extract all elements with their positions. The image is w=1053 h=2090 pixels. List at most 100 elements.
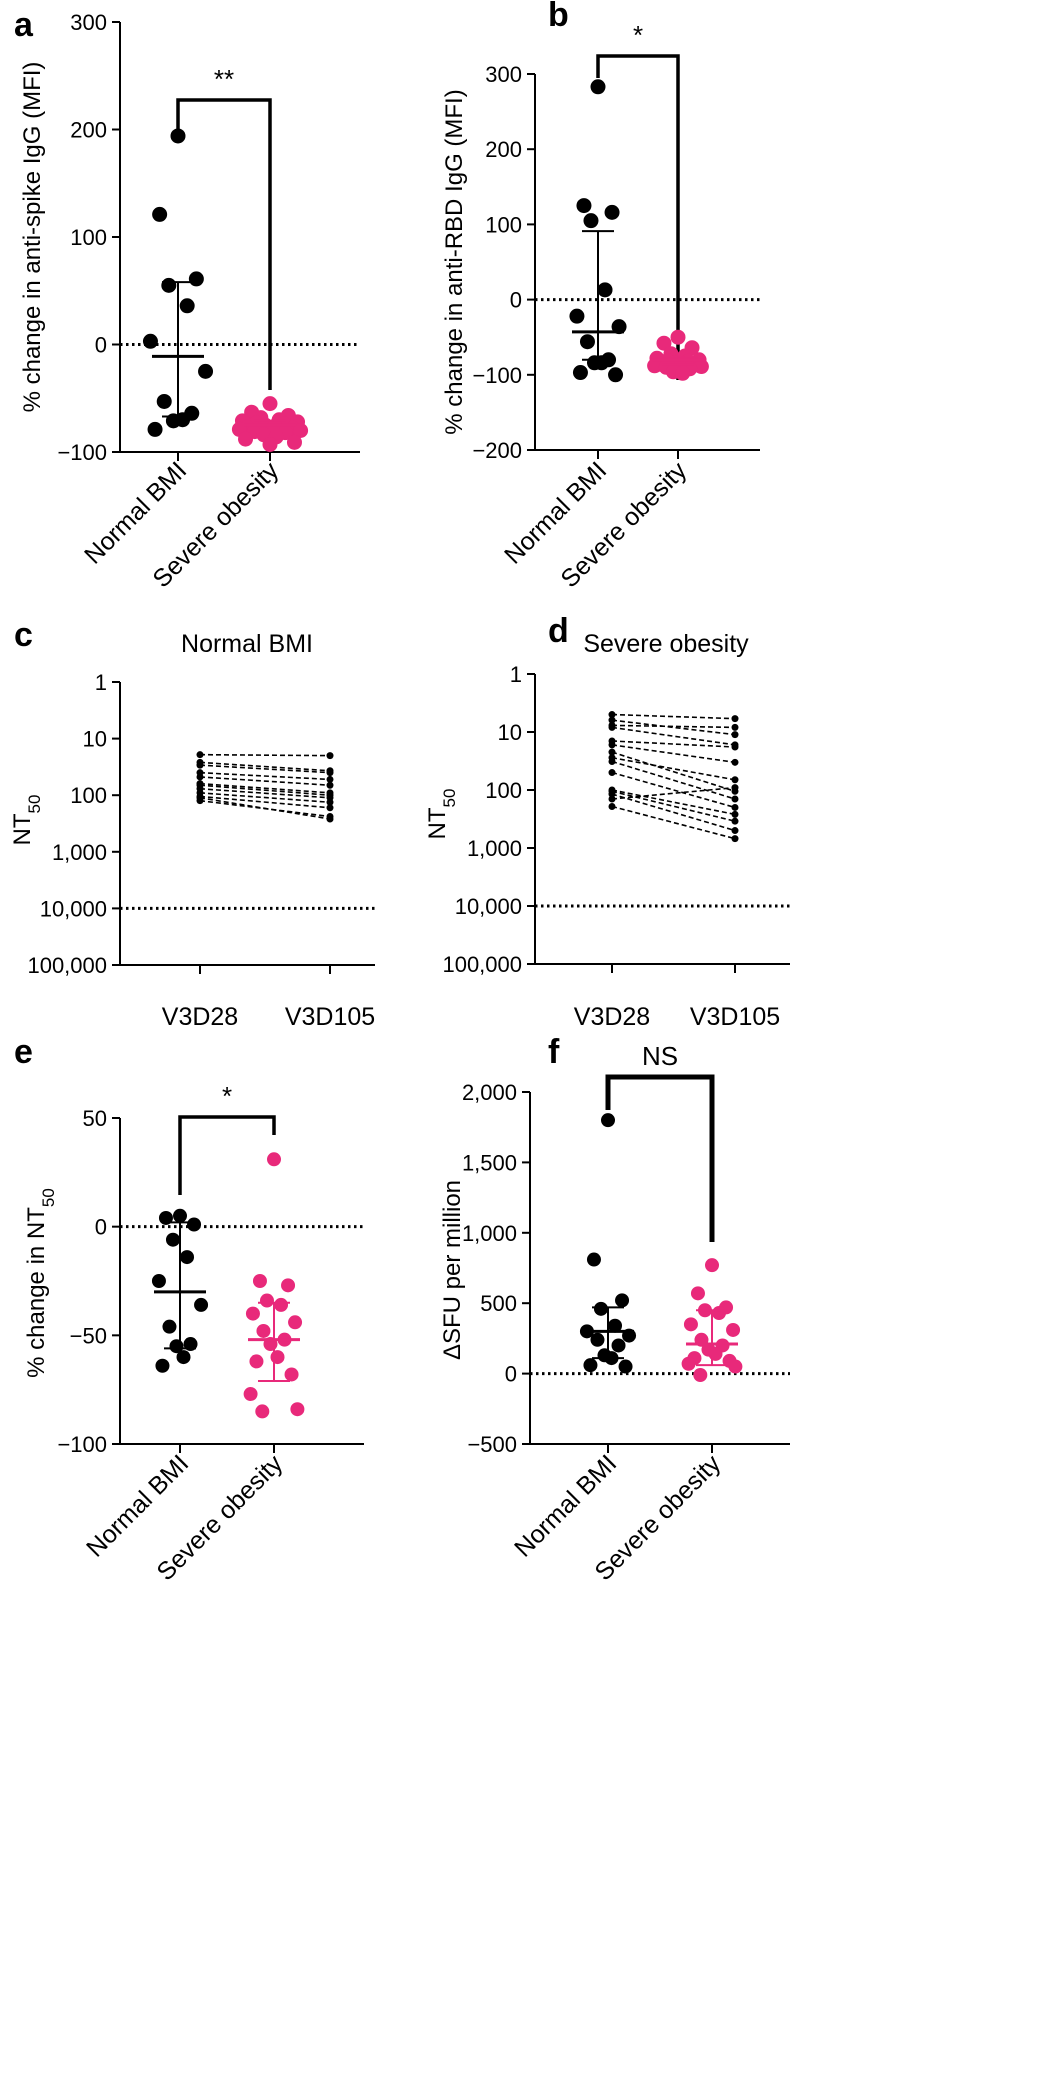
data-point <box>170 128 186 144</box>
data-point-v3d105 <box>731 743 739 751</box>
data-point <box>712 1306 727 1321</box>
y-axis-label-subscript: 50 <box>25 795 44 814</box>
y-tick-label: 1 <box>95 670 107 695</box>
data-point <box>259 1293 274 1308</box>
data-point <box>165 1232 180 1247</box>
x-category-label: V3D28 <box>574 1003 650 1031</box>
series-normal-bmi <box>579 1113 637 1374</box>
series-severe-obesity <box>243 1152 305 1419</box>
y-tick-label: 10 <box>498 720 522 745</box>
data-point-v3d105 <box>326 752 334 760</box>
data-point-v3d28 <box>608 711 616 719</box>
data-point <box>188 271 204 287</box>
y-tick-label: 10,000 <box>455 894 522 919</box>
paired-line <box>199 764 331 774</box>
paired-line <box>611 713 736 720</box>
data-point <box>576 198 592 214</box>
data-point <box>604 204 620 220</box>
data-point <box>274 1297 289 1312</box>
data-point-v3d105 <box>326 804 334 812</box>
data-point-v3d105 <box>731 784 739 792</box>
paired-line <box>199 784 331 796</box>
data-point-v3d105 <box>326 775 334 783</box>
data-point-v3d105 <box>326 781 334 789</box>
y-tick-label: 300 <box>70 10 107 35</box>
data-point <box>176 1350 191 1365</box>
data-point-v3d28 <box>608 723 616 731</box>
y-tick-label: 1,000 <box>462 1221 517 1246</box>
data-point <box>179 298 195 314</box>
y-tick-label: 50 <box>83 1106 107 1131</box>
y-axis-label-main: NT <box>424 807 451 839</box>
y-tick-label: 10 <box>83 727 107 752</box>
data-point-v3d28 <box>608 758 616 766</box>
data-point-v3d105 <box>731 723 739 731</box>
data-point <box>288 1315 303 1330</box>
data-point-v3d28 <box>608 716 616 724</box>
paired-line <box>611 760 736 800</box>
significance-bracket <box>605 1074 715 1242</box>
data-point <box>270 1350 285 1365</box>
y-axis-label: NT50 <box>9 795 44 846</box>
data-point <box>681 1356 696 1371</box>
data-point <box>611 1338 626 1353</box>
data-point <box>693 1368 708 1383</box>
significance-bracket <box>178 1115 276 1195</box>
y-tick-label: 200 <box>485 137 522 162</box>
y-tick-label: 100,000 <box>27 953 107 978</box>
y-tick-label: 0 <box>95 333 107 358</box>
significance-label: NS <box>642 1041 678 1071</box>
paired-line <box>199 771 331 781</box>
paired-line <box>611 724 736 729</box>
series-normal-bmi <box>142 128 214 437</box>
panel-letter: b <box>548 0 569 34</box>
data-point <box>255 1404 270 1419</box>
data-point <box>194 1297 209 1312</box>
data-point-v3d28 <box>196 781 204 789</box>
data-point-v3d105 <box>731 776 739 784</box>
series-severe-obesity <box>231 396 309 452</box>
data-point <box>155 1358 170 1373</box>
significance-label: * <box>222 1081 232 1111</box>
data-point <box>262 396 278 412</box>
data-point <box>152 206 168 222</box>
panel-letter: d <box>548 612 569 650</box>
data-point <box>142 333 158 349</box>
data-point-v3d28 <box>608 795 616 803</box>
paired-line <box>611 726 736 746</box>
series-normal-bmi <box>569 79 627 383</box>
data-point <box>611 319 627 335</box>
data-point <box>198 363 214 379</box>
paired-line <box>611 771 736 809</box>
data-point-v3d28 <box>196 773 204 781</box>
data-point <box>670 329 686 345</box>
data-point <box>683 1317 698 1332</box>
data-point <box>590 1332 605 1347</box>
panel-letter: a <box>14 6 34 44</box>
data-point <box>656 335 672 351</box>
data-point <box>147 421 163 437</box>
data-point-v3d105 <box>731 795 739 803</box>
data-point-v3d28 <box>608 741 616 749</box>
data-point-v3d105 <box>731 715 739 723</box>
y-tick-label: −50 <box>70 1323 107 1348</box>
data-point <box>594 355 610 371</box>
data-point-v3d105 <box>731 803 739 811</box>
data-point <box>572 365 588 381</box>
y-tick-label: −100 <box>472 363 522 388</box>
data-point <box>675 365 691 381</box>
data-point-v3d105 <box>731 835 739 843</box>
panel-letter: e <box>14 1033 33 1071</box>
panel-letter: f <box>548 1033 560 1071</box>
data-point <box>708 1346 723 1361</box>
paired-line <box>611 744 736 764</box>
data-point <box>647 358 663 374</box>
y-axis-label-main: NT <box>9 813 36 845</box>
data-point-v3d105 <box>326 791 334 799</box>
paired-line <box>199 753 331 757</box>
data-point <box>693 359 709 375</box>
paired-line <box>199 792 331 804</box>
y-tick-label: 10,000 <box>40 896 107 921</box>
